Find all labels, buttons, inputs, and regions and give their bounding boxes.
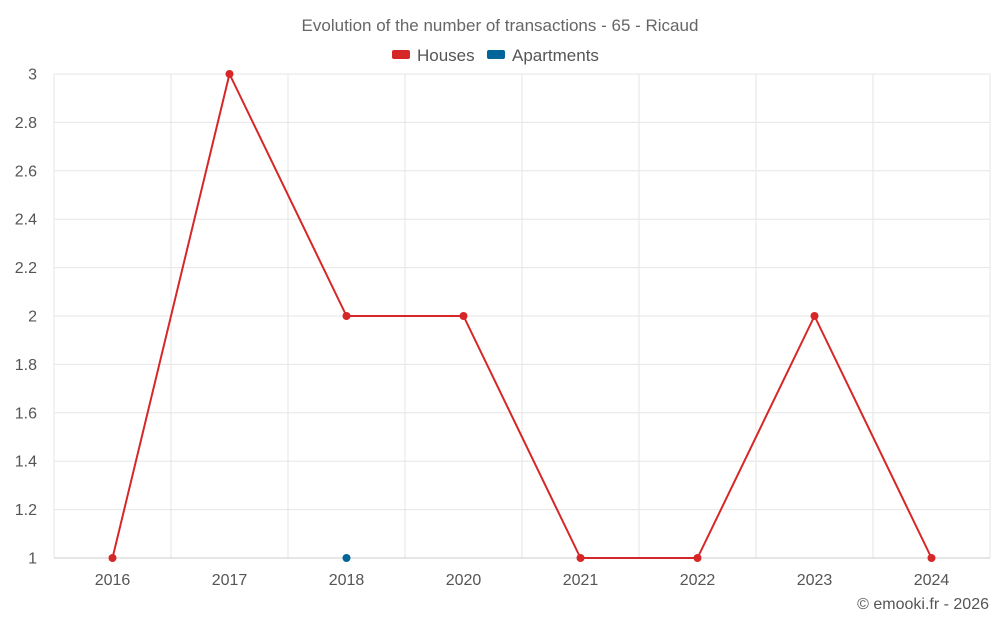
grid: [53, 73, 991, 559]
y-tick-label: 1.2: [15, 502, 37, 519]
x-tick-label: 2022: [680, 572, 716, 589]
data-point-apartments[interactable]: [342, 554, 351, 562]
legend-item-houses[interactable]: Houses: [392, 46, 475, 65]
x-tick-label: 2023: [797, 572, 833, 589]
y-tick-label: 2.2: [15, 260, 37, 277]
legend-swatch-houses: [392, 50, 410, 59]
y-tick-label: 1.8: [15, 357, 37, 374]
data-point-houses[interactable]: [810, 312, 819, 320]
y-tick-label: 1: [28, 551, 37, 568]
x-tick-label: 2017: [212, 572, 248, 589]
y-tick-label: 2: [28, 309, 37, 326]
x-tick-label: 2021: [563, 572, 599, 589]
data-point-houses[interactable]: [225, 70, 234, 78]
chart-title: Evolution of the number of transactions …: [302, 16, 699, 35]
data-point-houses[interactable]: [927, 554, 936, 562]
data-point-houses[interactable]: [108, 554, 117, 562]
data-point-houses[interactable]: [693, 554, 702, 562]
data-point-houses[interactable]: [576, 554, 585, 562]
credit-text: © emooki.fr - 2026: [857, 596, 989, 613]
y-tick-label: 2.8: [15, 115, 37, 132]
legend-label-houses: Houses: [417, 46, 475, 65]
x-tick-label: 2024: [914, 572, 950, 589]
axes: 1 1.2 1.4 1.6 1.8 2 2.2 2.4 2.6 2.8 3 2016 2017 2018 2…: [15, 67, 990, 589]
y-tick-label: 3: [28, 67, 37, 84]
series: [108, 70, 936, 562]
y-tick-label: 1.4: [15, 454, 37, 471]
series-apartments: [342, 554, 351, 562]
y-tick-label: 2.4: [15, 212, 37, 229]
x-tick-label: 2016: [95, 572, 131, 589]
x-tick-label: 2020: [446, 572, 482, 589]
legend-swatch-apartments: [487, 50, 505, 59]
legend-label-apartments: Apartments: [512, 46, 599, 65]
legend: Houses Apartments: [392, 46, 599, 65]
y-tick-label: 2.6: [15, 163, 37, 180]
data-point-houses[interactable]: [342, 312, 351, 320]
x-tick-label: 2018: [329, 572, 365, 589]
y-tick-label: 1.6: [15, 405, 37, 422]
data-point-houses[interactable]: [459, 312, 468, 320]
legend-item-apartments[interactable]: Apartments: [487, 46, 599, 65]
series-houses: [108, 70, 936, 562]
series-line-houses: [111, 73, 933, 559]
